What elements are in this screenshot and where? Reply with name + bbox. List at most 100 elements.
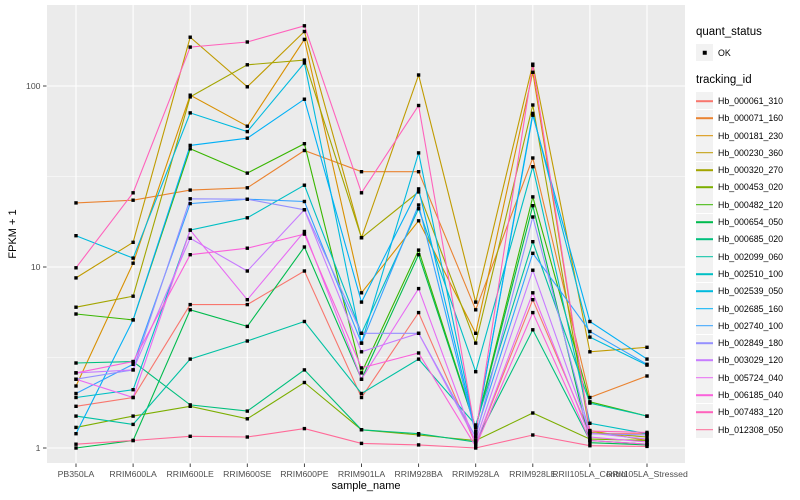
legend-line-icon: [696, 221, 713, 223]
legend-label: Hb_002539_050: [718, 286, 784, 297]
data-point: [645, 437, 649, 441]
data-point: [645, 362, 649, 366]
data-point: [188, 302, 192, 307]
data-point: [416, 103, 421, 108]
data-point: [245, 246, 249, 250]
legend-label: Hb_000453_020: [718, 182, 784, 193]
data-point: [531, 215, 535, 219]
data-point: [474, 331, 478, 335]
data-point: [531, 240, 535, 244]
data-point: [245, 435, 249, 439]
data-point: [131, 422, 135, 427]
x-tick-label: RRII105LA_Stressed: [606, 469, 688, 479]
data-point: [416, 253, 421, 257]
legend-label: Hb_002849_180: [718, 338, 784, 349]
data-point: [131, 438, 135, 443]
legend-line-icon: [696, 376, 713, 379]
data-point: [245, 85, 249, 89]
data-point: [645, 414, 649, 418]
data-point: [531, 204, 535, 208]
data-point: [474, 300, 478, 304]
legend-item-Hb_000061_310: Hb_000061_310: [696, 92, 798, 110]
data-point: [131, 362, 135, 366]
legend-key-swatch: [696, 421, 713, 439]
data-point: [531, 111, 535, 116]
data-point: [531, 165, 535, 169]
legend-item-Hb_000071_160: Hb_000071_160: [696, 109, 798, 127]
legend-key-swatch: [696, 144, 713, 162]
legend-label: Hb_012308_050: [718, 424, 784, 435]
data-point: [359, 441, 364, 446]
data-point: [188, 308, 192, 312]
data-point: [416, 170, 421, 174]
legend-key-swatch: [696, 317, 713, 335]
legend-label: Hb_003029_120: [718, 355, 784, 366]
data-point: [131, 198, 135, 202]
data-point: [359, 291, 364, 295]
x-tick-label: RRIM928LA: [452, 469, 500, 479]
legend-key-swatch: [696, 351, 713, 369]
data-point: [588, 438, 592, 443]
data-point: [645, 442, 649, 446]
data-point: [531, 433, 535, 437]
y-tick-label: 100: [26, 81, 41, 91]
data-point: [302, 29, 307, 34]
legend: quant_status OK tracking_id Hb_000061_31…: [696, 26, 798, 451]
data-point: [588, 335, 592, 339]
legend-line-icon: [696, 325, 713, 327]
legend-key-swatch: [696, 248, 713, 266]
legend-label: Hb_006185_040: [718, 389, 784, 400]
data-point: [588, 435, 592, 439]
y-tick-labels: 1 10 100: [26, 81, 41, 453]
legend-key-swatch: [696, 403, 713, 421]
legend-line-icon: [696, 359, 713, 362]
data-point: [588, 431, 592, 435]
data-point: [131, 261, 135, 265]
data-point: [531, 113, 535, 117]
x-tick-label: RRIM928LE: [509, 469, 557, 479]
data-point: [416, 310, 421, 315]
data-point: [245, 417, 249, 421]
legend-item-Hb_000320_270: Hb_000320_270: [696, 161, 798, 179]
data-point: [359, 170, 364, 174]
data-point: [645, 440, 649, 444]
legend-line-icon: [696, 238, 713, 241]
legend-key-swatch: [696, 196, 713, 214]
legend-item-Hb_000230_360: Hb_000230_360: [696, 144, 798, 162]
legend-label-ok: OK: [718, 47, 731, 58]
data-point: [245, 298, 249, 302]
data-point: [302, 61, 307, 65]
legend-item-Hb_000181_230: Hb_000181_230: [696, 127, 798, 145]
data-point: [188, 236, 192, 240]
data-point: [416, 73, 421, 77]
data-point: [188, 147, 192, 151]
legend-line-icon: [696, 273, 713, 275]
data-point: [474, 370, 478, 374]
data-point: [131, 388, 135, 392]
legend-label: Hb_000181_230: [718, 130, 784, 141]
data-point: [474, 432, 478, 436]
legend-item-Hb_000685_020: Hb_000685_020: [696, 230, 798, 248]
data-point: [74, 371, 78, 375]
data-point: [588, 395, 592, 400]
data-point: [588, 444, 592, 448]
legend-line-icon: [696, 307, 713, 310]
data-point: [588, 441, 592, 445]
legend-label: Hb_000654_050: [718, 217, 784, 228]
legend-key-ok: [696, 44, 713, 62]
legend-label: Hb_000061_310: [718, 95, 784, 106]
data-point: [359, 428, 364, 432]
legend-line-icon: [696, 152, 713, 154]
data-point: [359, 236, 364, 240]
data-point: [645, 435, 649, 439]
data-point: [74, 432, 78, 436]
data-point: [474, 438, 478, 443]
legend-item-Hb_002740_100: Hb_002740_100: [696, 317, 798, 335]
legend-line-icon: [696, 203, 713, 206]
data-point: [474, 423, 478, 427]
data-point: [245, 324, 249, 329]
legend-item-Hb_012308_050: Hb_012308_050: [696, 421, 798, 439]
legend-item-Hb_005724_040: Hb_005724_040: [696, 369, 798, 387]
legend-key-swatch: [696, 92, 713, 110]
